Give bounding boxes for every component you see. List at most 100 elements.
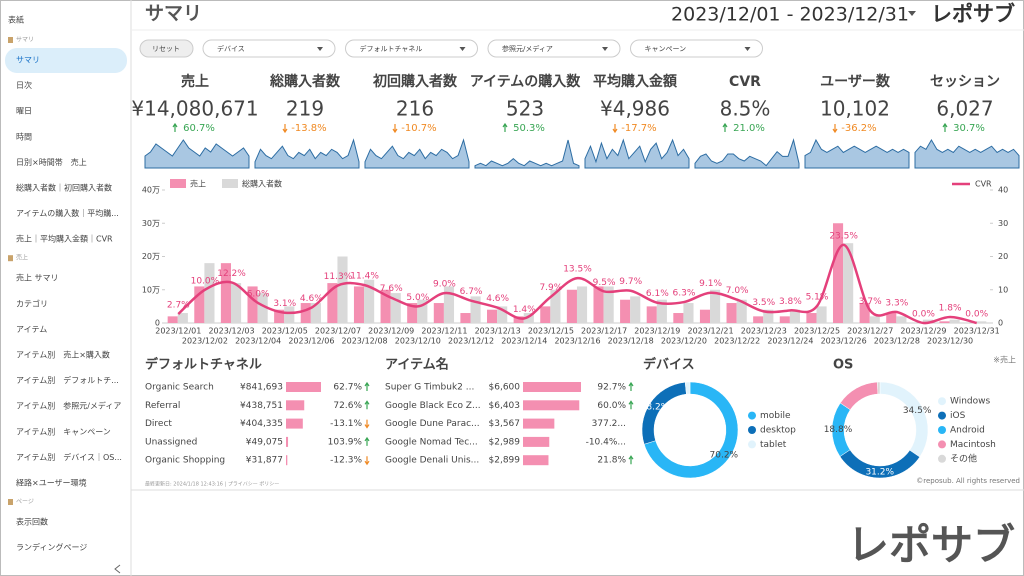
bar <box>417 299 428 323</box>
bar <box>460 313 471 323</box>
bar <box>550 289 561 323</box>
legend-label: tablet <box>760 440 787 450</box>
date-caret[interactable] <box>908 11 916 16</box>
filter-label[interactable]: キャンペーン <box>645 45 687 53</box>
sidebar-item[interactable]: 曜日 <box>16 107 32 116</box>
row-name: Google Nomad Tec... <box>385 437 478 447</box>
reset-button[interactable] <box>139 39 194 58</box>
bar <box>513 316 524 323</box>
bar <box>167 316 178 323</box>
legend-dot <box>748 411 756 420</box>
arrow-up <box>628 455 634 465</box>
data-label: 11.3% <box>324 272 353 282</box>
sidebar-item[interactable]: アイテム <box>16 325 47 334</box>
filter-dropdown[interactable] <box>345 39 478 58</box>
bar <box>327 283 338 323</box>
arrow-down <box>282 124 288 134</box>
row-name: Organic Shopping <box>145 456 225 466</box>
sidebar-item[interactable]: 日次 <box>16 80 32 90</box>
row-bar <box>286 400 305 411</box>
sidebar-item[interactable]: カテゴリ <box>16 298 48 308</box>
legend-dot <box>938 411 946 420</box>
sidebar-item[interactable]: 総購入者数｜初回購入者数 <box>16 183 112 193</box>
sidebar-item[interactable]: アイテムの購入数｜平均購... <box>16 208 119 218</box>
x-tick-label: 2023/12/20 <box>661 337 707 346</box>
bar <box>353 286 365 323</box>
sidebar-item[interactable]: 日別×時間帯 売上 <box>16 157 87 167</box>
kpi-label: CVR <box>729 74 761 90</box>
data-label: 7.0% <box>726 286 749 296</box>
sidebar-item[interactable]: サマリ <box>16 56 40 65</box>
row-name: Google Denali Unis... <box>385 456 479 466</box>
data-label: 2.7% <box>167 301 190 311</box>
sidebar-item[interactable]: 売上 サマリ <box>16 273 59 283</box>
kpi-value: 6,027 <box>936 97 993 121</box>
row-name: Organic Search <box>145 383 214 393</box>
kpi-change: -17.7% <box>621 123 656 134</box>
reset-label[interactable]: リセット <box>152 45 180 53</box>
filter-dropdown[interactable] <box>630 39 763 58</box>
y2-tick-label: 10 <box>998 285 1008 294</box>
bar <box>177 313 188 323</box>
x-tick-label: 2023/12/09 <box>368 327 414 336</box>
bar <box>710 289 721 323</box>
sidebar-item[interactable]: 時間 <box>16 132 32 141</box>
x-tick-label: 2023/12/13 <box>475 327 521 336</box>
filter-dropdown[interactable] <box>487 39 621 58</box>
bar <box>274 309 285 323</box>
legend-label: 売上 <box>190 179 206 189</box>
legend-dot <box>938 440 946 449</box>
bar <box>194 286 205 323</box>
bar <box>231 283 242 323</box>
row-change: 62.7% <box>333 383 362 393</box>
data-label: 5.0% <box>406 293 429 303</box>
sidebar-item[interactable]: ランディングページ <box>16 542 87 552</box>
sidebar-item[interactable]: 売上｜平均購入金額｜CVR <box>16 234 113 244</box>
x-tick-label: 2023/12/01 <box>155 327 201 336</box>
slice-label: 18.8% <box>824 425 853 435</box>
legend-label: 総購入者数 <box>242 179 282 189</box>
bar <box>656 299 667 323</box>
filter-dropdown[interactable] <box>202 39 336 58</box>
collapse-button[interactable] <box>114 564 121 574</box>
sidebar-item[interactable]: アイテム別 デフォルトチ... <box>16 375 119 385</box>
bar <box>646 306 657 323</box>
arrow-up <box>628 400 634 410</box>
row-bar <box>523 382 581 392</box>
date-range[interactable]: 2023/12/01 - 2023/12/31 <box>671 4 909 26</box>
arrow-up <box>722 122 728 132</box>
filter-label[interactable]: デバイス <box>217 44 245 53</box>
arrow-down <box>364 419 370 429</box>
sidebar-item[interactable]: 表示回数 <box>16 517 48 527</box>
data-label: 10.0% <box>191 276 220 286</box>
data-label: 9.7% <box>619 277 642 287</box>
filter-label[interactable]: 参照元/メディア <box>502 44 553 53</box>
arrow-up <box>628 381 634 391</box>
kpi-label: アイテムの購入数 <box>470 73 582 90</box>
sidebar-item[interactable]: 経路×ユーザー環境 <box>16 478 87 488</box>
bar <box>593 286 604 323</box>
bar <box>364 279 375 323</box>
row-value: $6,600 <box>489 383 521 393</box>
legend-dot <box>938 426 946 434</box>
data-label: 13.5% <box>563 265 592 275</box>
sidebar-item[interactable]: アイテム別 デバイス｜OS... <box>16 452 122 462</box>
legend-swatch <box>170 179 186 188</box>
bar <box>869 316 880 323</box>
legend-dot <box>748 440 756 449</box>
sidebar-item[interactable]: アイテム別 参照元/メディア <box>16 401 121 411</box>
data-label: 7.6% <box>380 284 403 294</box>
sidebar-item[interactable]: アイテム別 売上×購入数 <box>16 350 110 360</box>
bar <box>433 303 444 323</box>
legend-dot <box>938 454 946 463</box>
x-tick-label: 2023/12/02 <box>182 337 228 346</box>
x-tick-label: 2023/12/25 <box>794 327 840 336</box>
sidebar-item[interactable]: アイテム別 キャンペーン <box>16 427 111 436</box>
row-name: Unassigned <box>145 437 197 447</box>
filter-label[interactable]: デフォルトチャネル <box>360 44 423 53</box>
sidebar-item[interactable]: 表紙 <box>8 15 24 25</box>
bar <box>763 309 774 323</box>
legend-label: Android <box>950 426 985 436</box>
arrow-up <box>172 122 178 132</box>
x-tick-label: 2023/12/05 <box>262 327 308 336</box>
